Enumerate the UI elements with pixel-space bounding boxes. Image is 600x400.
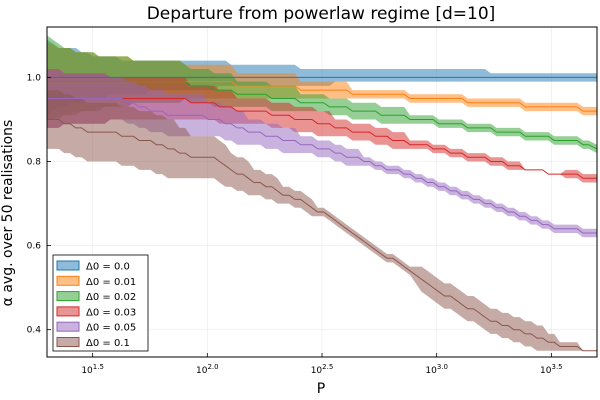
legend-label: Δ0 = 0.02 <box>86 292 136 303</box>
x-tick-exponent: 2.5 <box>322 363 333 371</box>
x-tick-label: 102.5 <box>311 363 334 376</box>
legend-label: Δ0 = 0.05 <box>86 323 136 334</box>
series-band-1 <box>47 43 597 120</box>
chart-title: Departure from powerlaw regime [d=10] <box>147 4 496 24</box>
legend-swatch <box>56 275 80 286</box>
x-tick-base: 10 <box>81 366 93 376</box>
x-tick-exponent: 3.0 <box>437 363 448 371</box>
legend-box <box>52 254 149 352</box>
legend-swatch <box>56 321 80 332</box>
x-tick-exponent: 2.0 <box>207 363 218 371</box>
legend-swatch <box>56 337 80 347</box>
series-lines <box>47 76 598 352</box>
legend-label: Δ0 = 0.0 <box>86 262 130 273</box>
y-tick-label: 0.4 <box>27 326 42 336</box>
y-tick-label: 0.8 <box>27 158 42 168</box>
legend-swatch <box>56 291 80 302</box>
y-ticks: 0.4 0.6 0.8 1.0 <box>27 73 51 336</box>
x-tick-base: 10 <box>196 366 208 376</box>
series-line-2 <box>47 81 598 150</box>
confidence-bands <box>47 35 597 351</box>
x-ticks: 101.5 102.0 102.5 103.0 103.5 <box>81 353 563 376</box>
x-tick-base: 10 <box>425 366 437 376</box>
series-band-4 <box>47 69 597 238</box>
x-tick-label: 103.5 <box>540 363 563 376</box>
x-tick-label: 103.0 <box>425 363 448 376</box>
series-line-5 <box>47 119 597 352</box>
legend-swatch <box>56 306 80 317</box>
series-band-5 <box>47 90 597 351</box>
legend-swatch <box>56 260 80 271</box>
y-tick-label: 0.6 <box>27 242 42 252</box>
legend-label: Δ0 = 0.03 <box>86 307 136 318</box>
x-tick-label: 101.5 <box>81 363 104 376</box>
legend-label: Δ0 = 0.01 <box>86 277 136 288</box>
x-tick-exponent: 3.5 <box>552 363 563 371</box>
x-tick-base: 10 <box>311 366 323 376</box>
x-tick-base: 10 <box>540 366 552 376</box>
y-axis-title: α avg. over 50 realisations <box>0 120 16 307</box>
x-tick-label: 102.0 <box>196 363 219 376</box>
legend: Δ0 = 0.0 Δ0 = 0.01 Δ0 = 0.02 Δ0 = 0.03 Δ0 = … <box>52 254 149 352</box>
series-line-4 <box>47 98 597 234</box>
legend-label: Δ0 = 0.1 <box>86 338 130 349</box>
series-line-3 <box>47 98 597 179</box>
y-tick-label: 1.0 <box>27 73 42 83</box>
x-tick-exponent: 1.5 <box>93 363 104 371</box>
x-axis-title: P <box>317 381 325 397</box>
